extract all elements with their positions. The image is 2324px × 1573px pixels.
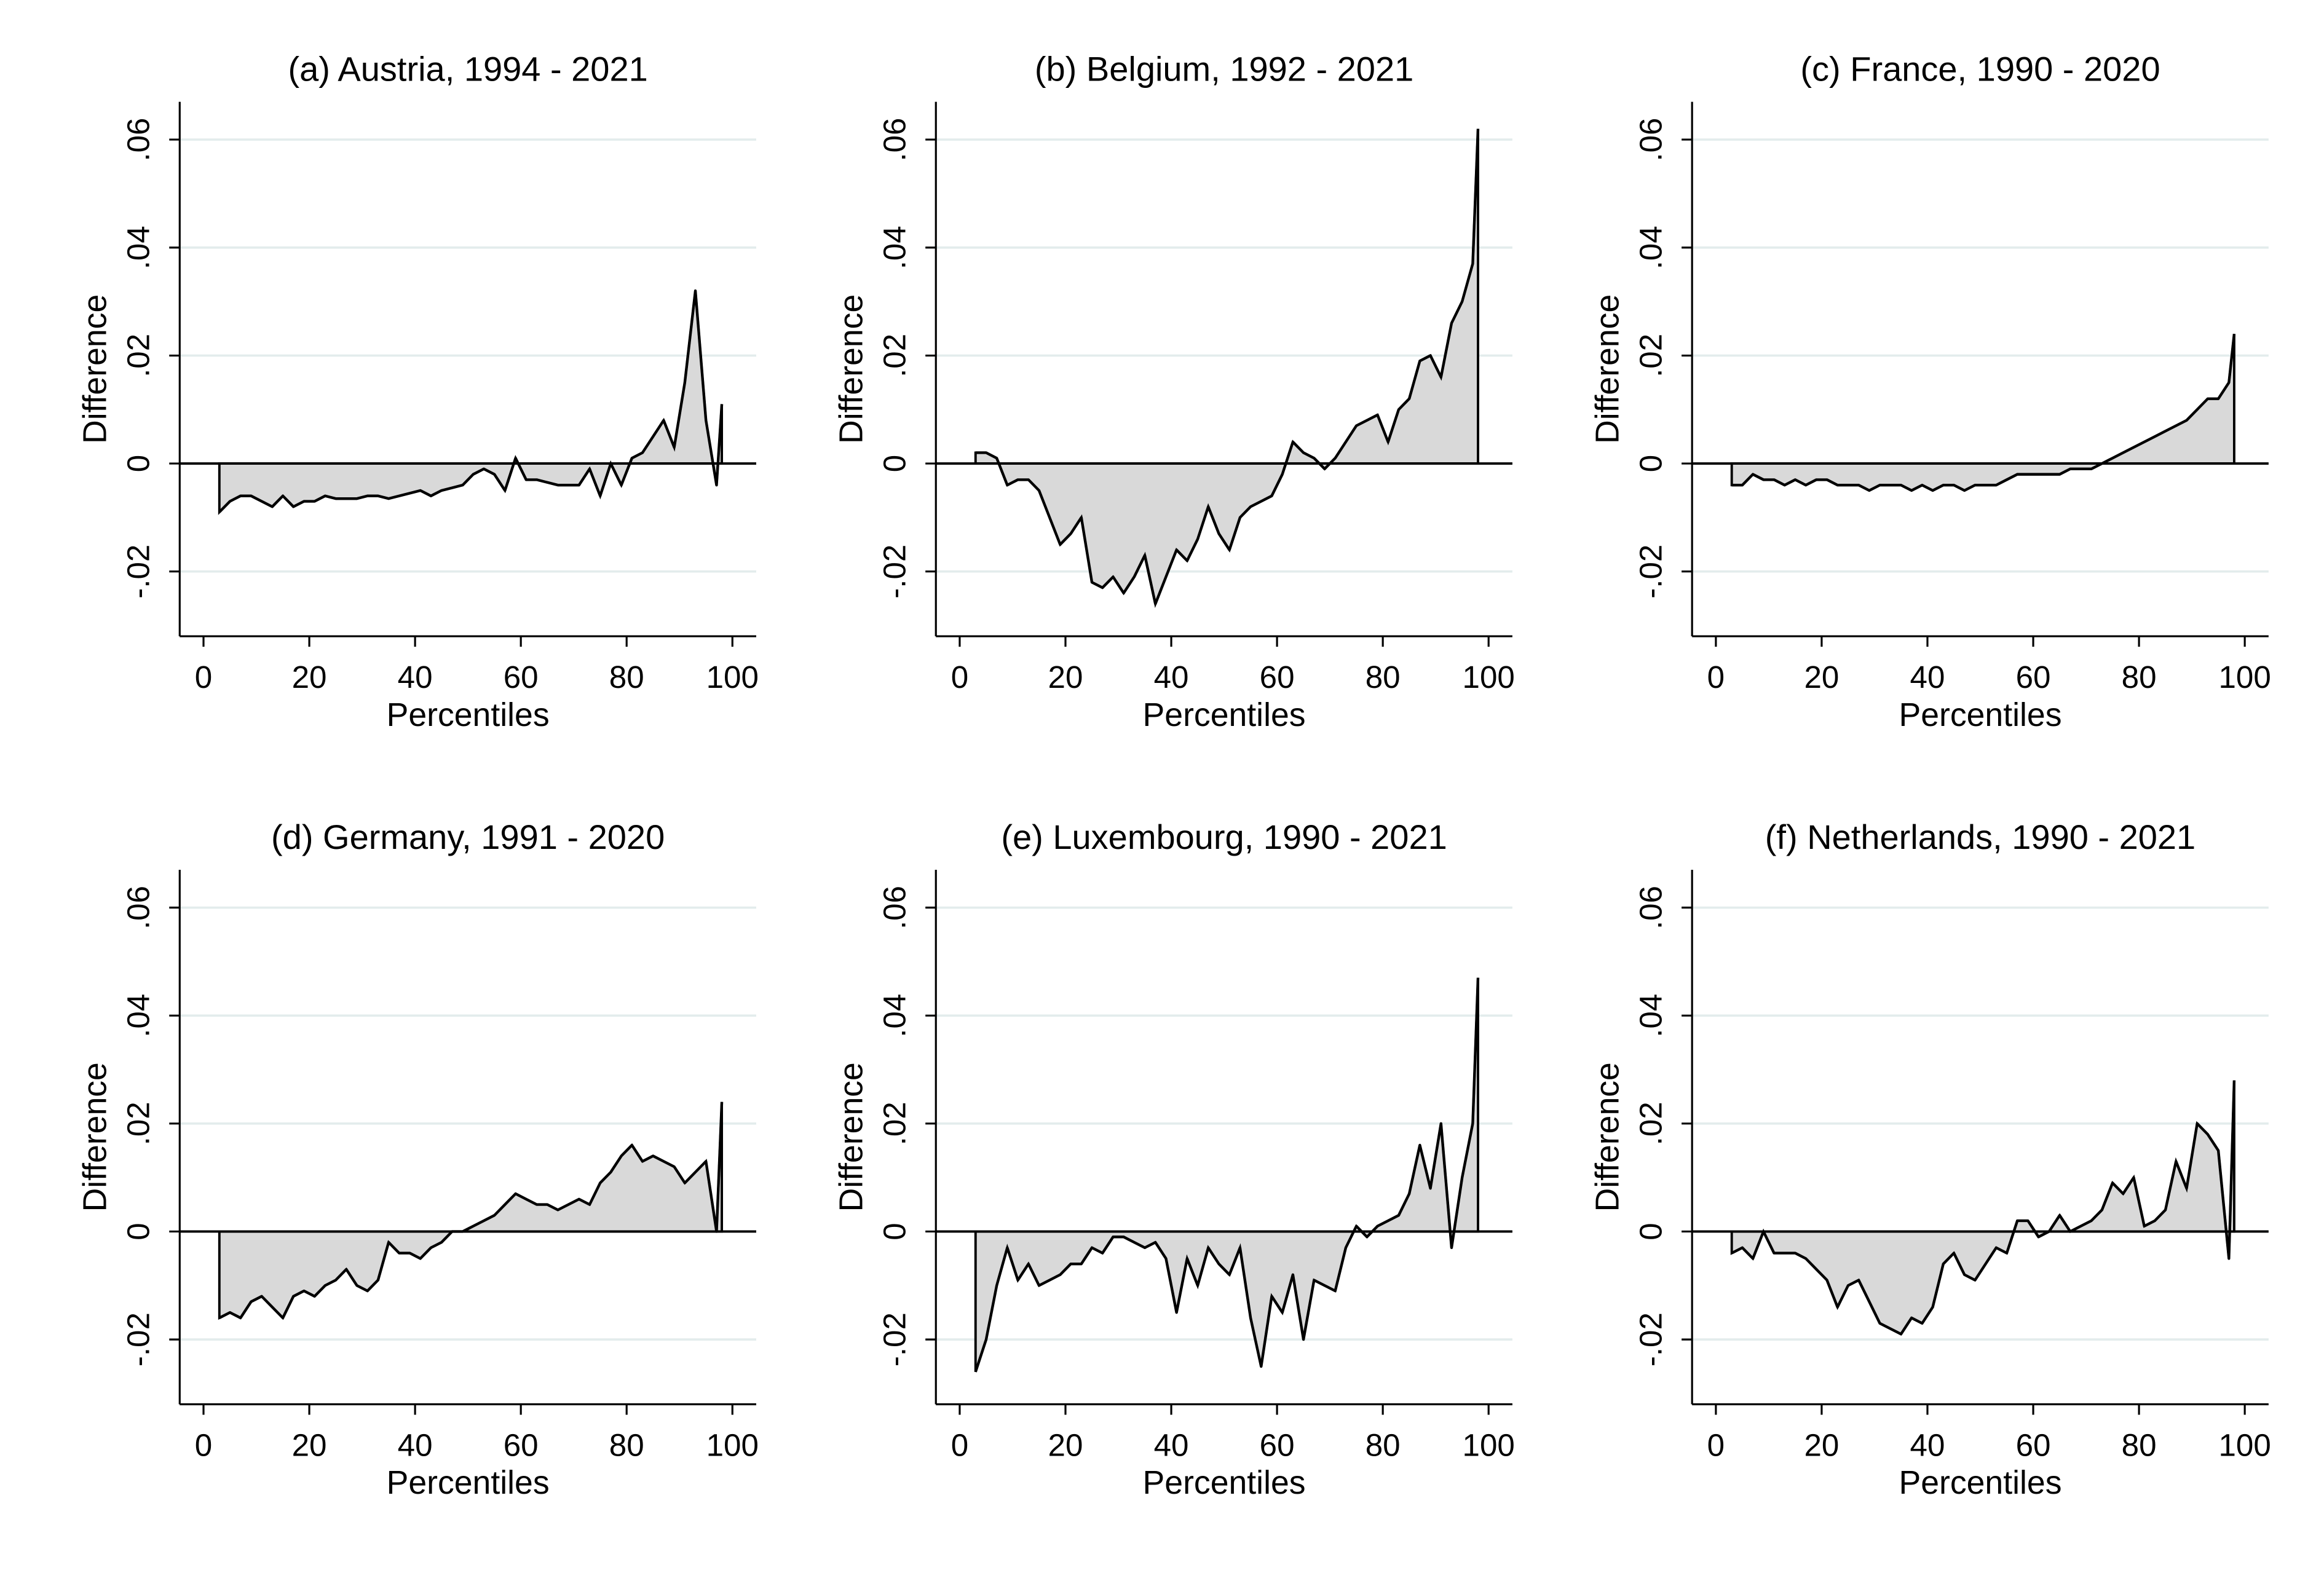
x-tick-label: 40 — [1154, 1428, 1189, 1463]
y-tick-label: .04 — [121, 226, 156, 269]
x-tick-label: 20 — [292, 660, 327, 695]
x-tick-label: 60 — [1260, 1428, 1295, 1463]
x-tick-label: 40 — [1910, 1428, 1945, 1463]
x-tick-label: 80 — [1366, 660, 1401, 695]
y-axis-label: Difference — [1589, 294, 1626, 444]
y-tick-label: .02 — [121, 1102, 156, 1145]
x-axis-label: Percentiles — [1143, 696, 1306, 733]
area-line — [218, 289, 724, 513]
y-tick-label: .02 — [121, 334, 156, 377]
x-tick-label: 40 — [398, 1428, 433, 1463]
x-tick-label: 60 — [504, 1428, 539, 1463]
x-tick-label: 100 — [706, 660, 759, 695]
x-axis-label: Percentiles — [387, 1464, 550, 1501]
x-tick-label: 0 — [951, 660, 968, 695]
y-axis-label: Difference — [77, 1062, 114, 1212]
x-tick-label: 100 — [2218, 1428, 2271, 1463]
y-tick-label: .06 — [121, 118, 156, 162]
y-tick-label: -.02 — [1633, 545, 1668, 599]
y-tick-label: .02 — [877, 1102, 912, 1145]
y-tick-label: .02 — [1633, 334, 1668, 377]
x-tick-label: 20 — [1048, 1428, 1083, 1463]
y-tick-label: .04 — [1633, 226, 1668, 269]
x-tick-label: 60 — [504, 660, 539, 695]
y-tick-label: .06 — [1633, 886, 1668, 929]
y-tick-label: 0 — [121, 455, 156, 472]
x-tick-label: 100 — [1463, 1428, 1515, 1463]
x-tick-label: 60 — [1260, 660, 1295, 695]
panel-title: (b) Belgium, 1992 - 2021 — [1035, 50, 1413, 89]
y-tick-label: .04 — [121, 994, 156, 1038]
y-tick-label: .04 — [877, 226, 912, 269]
area-fill — [974, 977, 1479, 1373]
y-tick-label: .06 — [1633, 118, 1668, 162]
y-axis-label: Difference — [77, 294, 114, 444]
y-tick-label: -.02 — [877, 545, 912, 599]
y-tick-label: .04 — [1633, 994, 1668, 1038]
x-tick-label: 60 — [2016, 1428, 2051, 1463]
area-fill — [218, 1102, 724, 1320]
panel-title: (d) Germany, 1991 - 2020 — [271, 818, 665, 856]
panel-title: (c) France, 1990 - 2020 — [1800, 50, 2160, 89]
y-axis-label: Difference — [832, 294, 869, 444]
y-tick-label: .06 — [877, 118, 912, 162]
x-tick-label: 40 — [1910, 660, 1945, 695]
area-line — [1731, 334, 2236, 492]
panel-title: (e) Luxembourg, 1990 - 2021 — [1001, 818, 1447, 856]
x-tick-label: 80 — [1366, 1428, 1401, 1463]
x-tick-label: 100 — [2218, 660, 2271, 695]
x-tick-label: 80 — [2122, 660, 2157, 695]
x-tick-label: 100 — [1463, 660, 1515, 695]
x-tick-label: 20 — [1048, 660, 1083, 695]
x-tick-label: 80 — [609, 660, 644, 695]
y-tick-label: .02 — [877, 334, 912, 377]
x-tick-label: 0 — [195, 660, 212, 695]
x-tick-label: 80 — [609, 1428, 644, 1463]
y-tick-label: .06 — [877, 886, 912, 929]
y-tick-label: -.02 — [121, 545, 156, 599]
y-tick-label: 0 — [1633, 455, 1668, 472]
x-axis-label: Percentiles — [1899, 1464, 2061, 1501]
y-tick-label: 0 — [877, 455, 912, 472]
y-tick-label: -.02 — [877, 1312, 912, 1366]
x-axis-label: Percentiles — [387, 696, 550, 733]
x-axis-label: Percentiles — [1899, 696, 2061, 733]
x-tick-label: 40 — [398, 660, 433, 695]
x-tick-label: 0 — [951, 1428, 968, 1463]
area-fill — [974, 128, 1479, 609]
y-tick-label: 0 — [121, 1223, 156, 1240]
x-tick-label: 0 — [1707, 1428, 1725, 1463]
area-fill — [1730, 1080, 2235, 1336]
y-tick-label: .02 — [1633, 1102, 1668, 1145]
x-tick-label: 0 — [1707, 660, 1725, 695]
area-fill — [1730, 334, 2235, 492]
y-tick-label: .04 — [877, 994, 912, 1038]
x-tick-label: 60 — [2016, 660, 2051, 695]
area-line — [974, 977, 1480, 1373]
area-line — [975, 128, 1480, 605]
y-tick-label: -.02 — [1633, 1312, 1668, 1366]
x-axis-label: Percentiles — [1143, 1464, 1306, 1501]
y-tick-label: .06 — [121, 886, 156, 929]
y-axis-label: Difference — [832, 1062, 869, 1212]
x-tick-label: 80 — [2122, 1428, 2157, 1463]
x-tick-label: 20 — [1804, 1428, 1839, 1463]
y-axis-label: Difference — [1589, 1062, 1626, 1212]
panel-title: (a) Austria, 1994 - 2021 — [288, 50, 648, 89]
y-tick-label: 0 — [1633, 1223, 1668, 1240]
x-tick-label: 20 — [1804, 660, 1839, 695]
area-line — [1731, 1080, 2236, 1336]
x-tick-label: 40 — [1154, 660, 1189, 695]
area-line — [218, 1102, 724, 1320]
panel-title: (f) Netherlands, 1990 - 2021 — [1765, 818, 2196, 856]
x-tick-label: 100 — [706, 1428, 759, 1463]
x-tick-label: 0 — [195, 1428, 212, 1463]
x-tick-label: 20 — [292, 1428, 327, 1463]
y-tick-label: -.02 — [121, 1312, 156, 1366]
y-tick-label: 0 — [877, 1223, 912, 1240]
